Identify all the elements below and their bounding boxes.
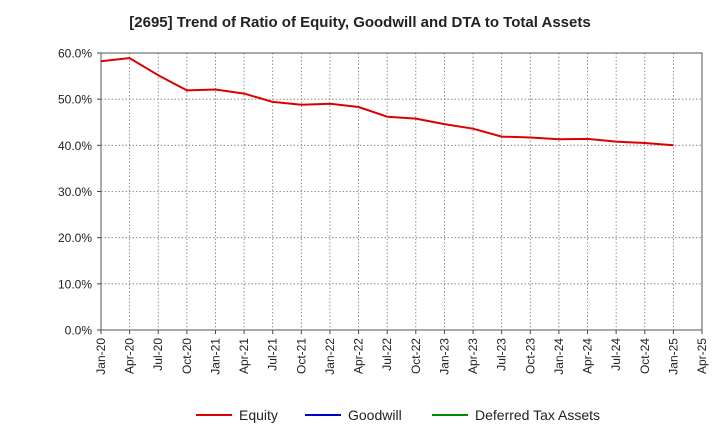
plot-frame	[100, 52, 703, 331]
series-line-equity	[100, 57, 674, 147]
x-tick-label: Jul-24	[609, 338, 623, 371]
x-tick-label: Apr-23	[466, 338, 480, 374]
chart-title: [2695] Trend of Ratio of Equity, Goodwil…	[129, 14, 591, 31]
legend-label-deferred-tax-assets: Deferred Tax Assets	[475, 407, 600, 423]
legend-label-goodwill: Goodwill	[348, 407, 402, 423]
axis-layer: 0.0% 10.0% 20.0% 30.0% 40.0% 50.0% 60.0% Jan-20…	[58, 47, 709, 375]
x-tick-label: Apr-21	[237, 338, 251, 374]
x-tick-label: Apr-20	[123, 338, 137, 374]
x-tick-label: Oct-24	[638, 338, 652, 374]
legend-label-equity: Equity	[239, 407, 278, 423]
x-tick-label: Apr-22	[352, 338, 366, 374]
x-tick-label: Jan-25	[666, 338, 680, 375]
x-tick-label: Jul-22	[380, 338, 394, 371]
x-tick-label: Jul-23	[495, 338, 509, 371]
x-tick-label: Jan-22	[323, 338, 337, 375]
x-tick-label: Oct-20	[180, 338, 194, 374]
x-tick-label: Jan-20	[94, 338, 108, 375]
x-tick-label: Apr-25	[695, 338, 709, 374]
series-layer	[100, 57, 674, 147]
x-tick-label: Oct-21	[294, 338, 308, 374]
x-tick-label: Oct-23	[523, 338, 537, 374]
y-tick-label: 10.0%	[58, 277, 92, 291]
x-tick-label: Jan-21	[208, 338, 222, 375]
y-tick-label: 60.0%	[58, 47, 92, 61]
plot-background	[101, 53, 702, 330]
legend: Equity Goodwill Deferred Tax Assets	[196, 407, 600, 423]
y-tick-label: 30.0%	[58, 185, 92, 199]
x-tick-label: Jul-20	[151, 338, 165, 371]
x-tick-label: Jan-24	[552, 338, 566, 375]
x-tick-label: Jul-21	[266, 338, 280, 371]
y-tick-label: 40.0%	[58, 139, 92, 153]
y-tick-label: 20.0%	[58, 231, 92, 245]
grid-layer	[101, 52, 702, 330]
y-tick-label: 0.0%	[65, 324, 93, 338]
x-tick-label: Apr-24	[581, 338, 595, 374]
x-tick-label: Jan-23	[437, 338, 451, 375]
y-tick-label: 50.0%	[58, 93, 92, 107]
x-tick-label: Oct-22	[409, 338, 423, 374]
